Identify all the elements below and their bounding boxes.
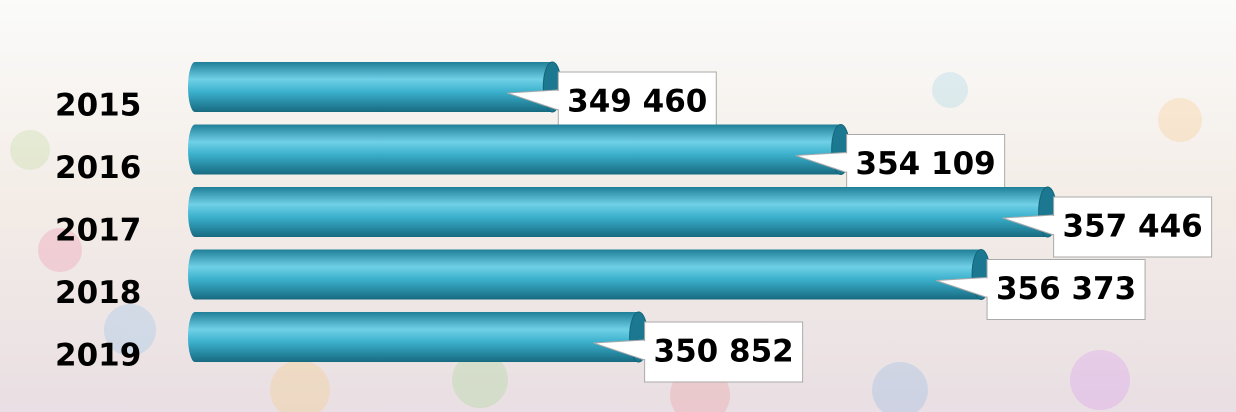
- y-tick-label: 2015: [55, 88, 141, 124]
- value-label: 356 373: [996, 271, 1136, 307]
- y-tick-label: 2018: [55, 275, 141, 311]
- value-label: 349 460: [567, 84, 707, 120]
- bar: [195, 312, 639, 362]
- bar-start-cap: [188, 312, 202, 362]
- callout-join: [557, 91, 560, 109]
- value-label: 350 852: [654, 334, 794, 370]
- bar-start-cap: [188, 187, 202, 237]
- bar-start-cap: [188, 62, 202, 112]
- callout-join: [986, 279, 989, 297]
- y-tick-label: 2019: [55, 338, 141, 374]
- chart: 2015 349 460 2016 354 109 2017 357 446 2018 356…: [0, 0, 1236, 412]
- bar: [195, 250, 981, 300]
- bar: [195, 187, 1048, 237]
- value-label: 357 446: [1063, 209, 1203, 245]
- callout-join: [1053, 216, 1056, 234]
- page: {"chart_data": {"type": "bar", "orientat…: [0, 0, 1236, 412]
- bar: [195, 62, 552, 112]
- callout-join: [644, 341, 647, 359]
- bar-start-cap: [188, 125, 202, 175]
- bar-start-cap: [188, 250, 202, 300]
- y-tick-label: 2016: [55, 150, 141, 186]
- value-label: 354 109: [856, 146, 996, 182]
- callout-join: [846, 154, 849, 172]
- bar: [195, 125, 841, 175]
- y-tick-label: 2017: [55, 213, 141, 249]
